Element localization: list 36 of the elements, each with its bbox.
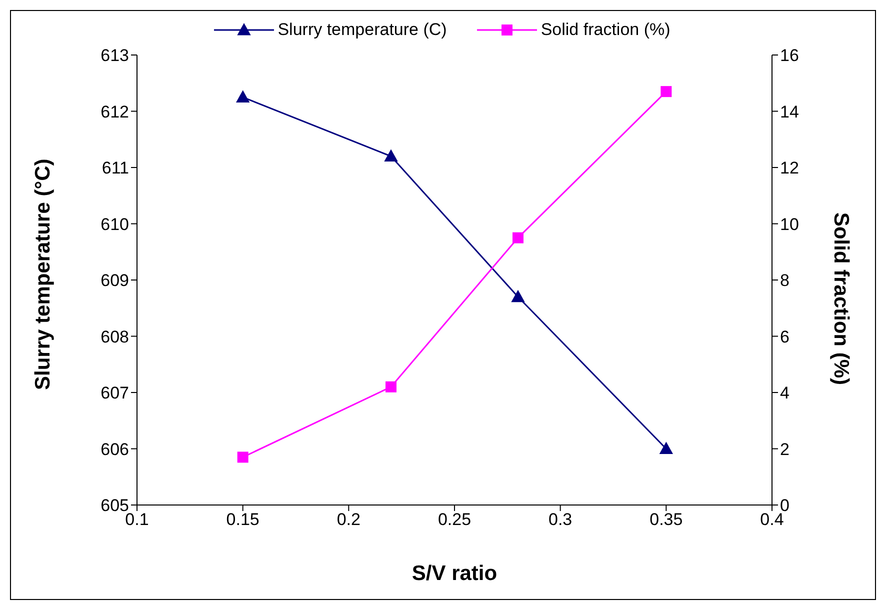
y2-tick-label: 4 [780,384,790,403]
x-tick-label: 0.2 [336,510,360,530]
y-tick-label: 613 [100,46,129,66]
y-tick-label: 609 [100,271,129,290]
point [386,381,396,392]
x-tick-label: 0.3 [548,510,572,530]
y2-tick-label: 16 [780,46,799,66]
point [512,290,524,302]
y2-tick-label: 2 [780,440,790,459]
y2-tick-label: 14 [780,102,799,122]
x-tick-label: 0.4 [760,510,784,530]
y2-tick-label: 8 [780,271,790,290]
point [384,150,398,162]
y-tick-label: 608 [100,327,129,346]
x-tick-label: 0.35 [650,510,683,530]
y-tick-label: 611 [102,158,129,178]
y2-axis-title: Solid fraction (%) [830,212,853,385]
point [512,232,524,244]
y-tick-label: 610 [100,214,129,234]
x-tick-label: 0.1 [125,510,149,530]
y2-tick-label: 6 [780,327,790,346]
y-axis-title: Slurry temperature (°C) [31,158,54,390]
y-tick-label: 607 [100,384,129,403]
point [660,86,672,98]
x-tick-label: 0.15 [226,510,260,530]
x-tick-label: 0.25 [438,510,472,530]
y-tick-label: 612 [100,102,129,122]
y-tick-label: 606 [100,440,129,459]
x-axis-title: S/V ratio [412,562,498,585]
legend-label: Slurry temperature (C) [278,20,447,40]
point [660,442,673,454]
point [236,90,250,102]
y2-tick-label: 12 [780,158,799,178]
legend-label: Solid fraction (%) [540,20,670,40]
y2-tick-label: 10 [780,214,799,234]
point [237,452,248,463]
